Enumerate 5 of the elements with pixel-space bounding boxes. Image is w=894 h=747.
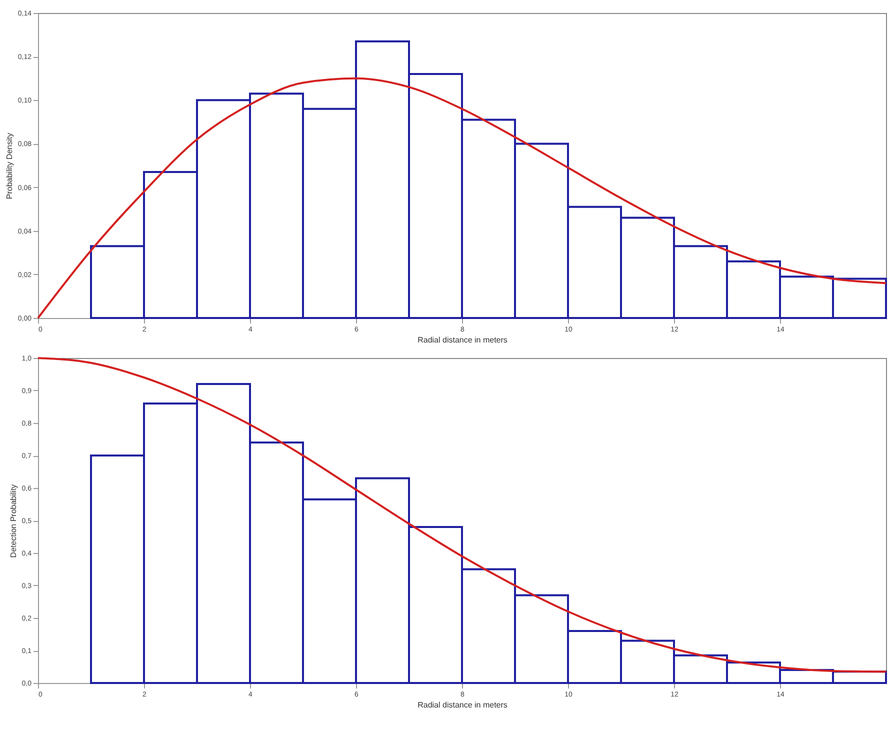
x-axis-title: Radial distance in meters bbox=[418, 700, 508, 710]
y-axis-title: Detection Probability bbox=[8, 484, 18, 558]
y-axis-title: Probability Density bbox=[4, 132, 14, 200]
line-series bbox=[37, 357, 887, 673]
x-axis-title: Radial distance in meters bbox=[418, 336, 508, 344]
